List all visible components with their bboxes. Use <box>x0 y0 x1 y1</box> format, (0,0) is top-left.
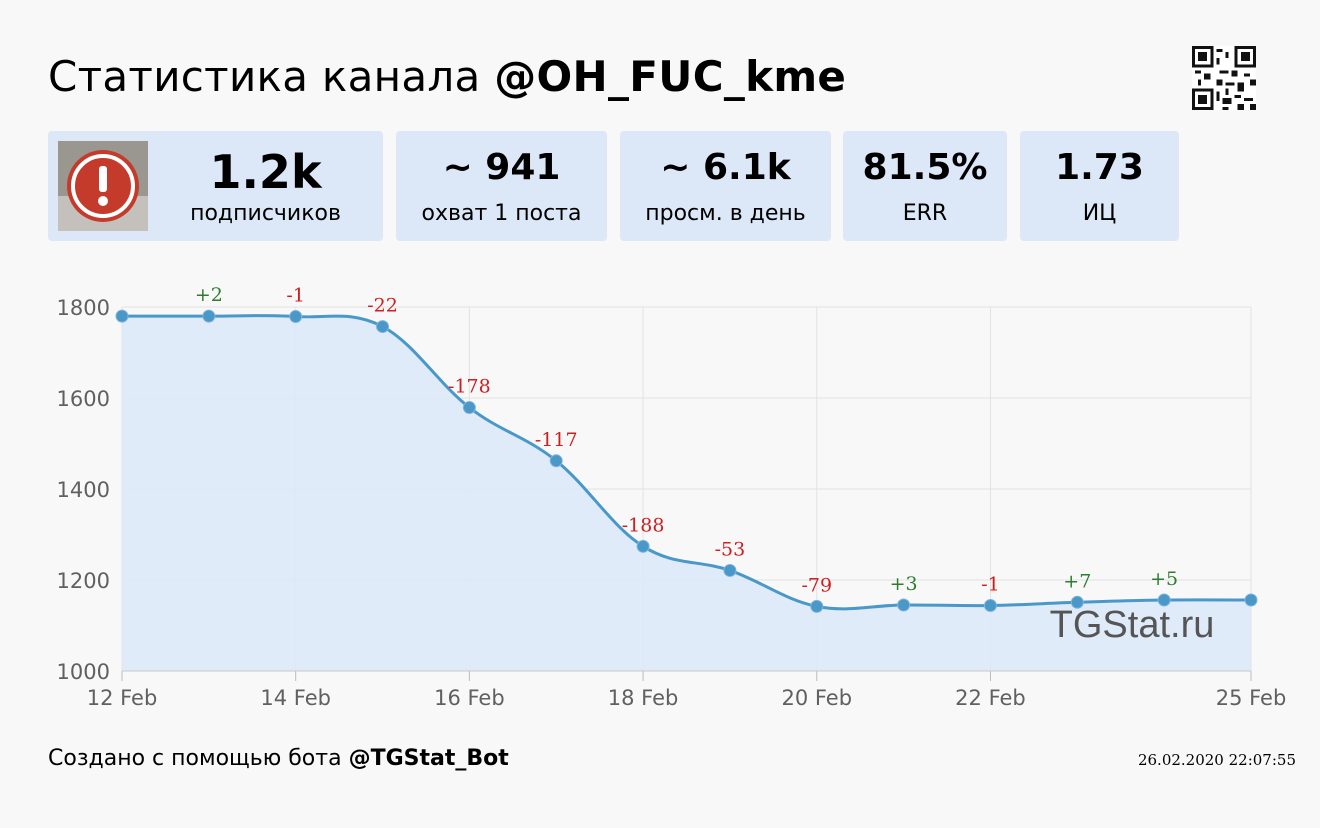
series-line <box>121 314 1252 611</box>
reach-value: ~ 941 <box>442 147 561 188</box>
warning-icon <box>58 141 148 231</box>
channel-name: @OH_FUC_kme <box>494 52 847 101</box>
x-tick-label: 22 Feb <box>955 686 1026 710</box>
data-point <box>376 320 390 334</box>
citation-index-label: ИЦ <box>1082 201 1117 226</box>
citation-index-value: 1.73 <box>1055 147 1144 188</box>
data-point <box>723 563 737 577</box>
data-point <box>636 539 650 553</box>
change-label: +7 <box>1063 570 1091 592</box>
bot-link[interactable]: @TGStat_Bot <box>348 746 509 771</box>
x-tick-label: 18 Feb <box>608 686 679 710</box>
reach-label: охват 1 поста <box>421 201 582 226</box>
y-tick-label: 1800 <box>57 296 110 320</box>
x-tick-label: 12 Feb <box>87 686 158 710</box>
change-label: -22 <box>367 295 398 317</box>
footer-prefix: Создано с помощью бота <box>48 746 342 771</box>
qr-code-icon <box>1192 46 1256 110</box>
area-fill <box>122 315 1251 671</box>
data-point <box>202 309 216 323</box>
change-label: +3 <box>890 573 918 595</box>
change-label: -188 <box>622 514 665 536</box>
data-point <box>462 401 476 415</box>
change-label: +2 <box>195 284 223 306</box>
data-point <box>115 309 129 323</box>
daily-views-card: ~ 6.1k просм. в день <box>620 131 831 241</box>
change-label: -178 <box>448 376 491 398</box>
change-label: +5 <box>1150 568 1178 590</box>
data-point <box>289 310 303 324</box>
page-title: Статистика канала @OH_FUC_kme <box>48 52 846 101</box>
change-label: -117 <box>535 429 578 451</box>
data-point <box>1244 593 1258 607</box>
x-tick-label: 20 Feb <box>781 686 852 710</box>
x-tick-label: 25 Feb <box>1216 686 1287 710</box>
data-point <box>1157 593 1171 607</box>
err-card: 81.5% ERR <box>843 131 1007 241</box>
data-point <box>983 598 997 612</box>
title-prefix: Статистика канала <box>48 52 481 101</box>
change-label: -1 <box>286 285 305 307</box>
change-label: -79 <box>801 574 832 596</box>
y-tick-label: 1000 <box>57 660 110 684</box>
daily-views-label: просм. в день <box>645 201 806 226</box>
y-tick-label: 1600 <box>57 387 110 411</box>
y-tick-label: 1200 <box>57 569 110 593</box>
daily-views-value: ~ 6.1k <box>660 147 791 188</box>
watermark: TGStat.ru <box>1050 604 1215 646</box>
footer-credit: Создано с помощью бота @TGStat_Bot <box>48 746 509 771</box>
x-tick-label: 14 Feb <box>260 686 331 710</box>
data-point <box>1070 595 1084 609</box>
change-label: -53 <box>715 538 746 560</box>
subscribers-value: 1.2k <box>209 145 322 199</box>
data-point <box>897 598 911 612</box>
err-label: ERR <box>902 201 948 226</box>
data-point <box>810 599 824 613</box>
reach-card: ~ 941 охват 1 поста <box>396 131 607 241</box>
y-tick-label: 1400 <box>57 478 110 502</box>
timestamp: 26.02.2020 22:07:55 <box>1137 751 1296 769</box>
err-value: 81.5% <box>862 147 988 188</box>
subscribers-label: подписчиков <box>190 201 341 226</box>
change-label: -1 <box>981 573 1000 595</box>
citation-index-card: 1.73 ИЦ <box>1020 131 1179 241</box>
data-point <box>549 454 563 468</box>
subscribers-card: 1.2k подписчиков <box>48 131 383 241</box>
x-tick-label: 16 Feb <box>434 686 505 710</box>
